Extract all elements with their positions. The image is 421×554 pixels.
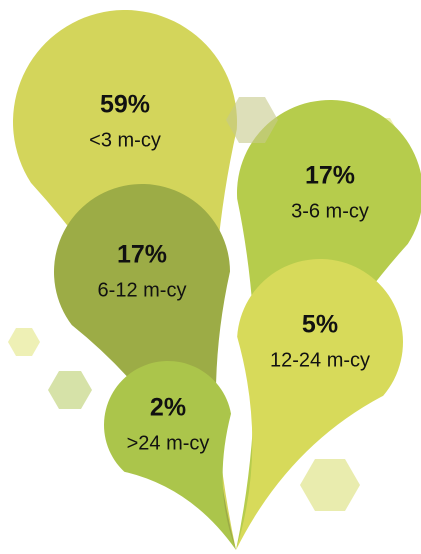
- category-label: >24 m-cy: [127, 432, 210, 454]
- value-label: 17%: [305, 162, 355, 190]
- hexagon: [48, 371, 92, 409]
- leaf-bubble: [104, 361, 237, 550]
- hexagon: [300, 459, 360, 511]
- leaf-bubble: [236, 259, 403, 550]
- category-label: 12-24 m-cy: [270, 349, 370, 371]
- category-label: 3-6 m-cy: [291, 200, 369, 222]
- value-label: 17%: [117, 241, 167, 269]
- category-label: <3 m-cy: [89, 129, 161, 151]
- hexagon: [226, 97, 278, 143]
- value-label: 2%: [150, 394, 186, 422]
- category-label: 6-12 m-cy: [98, 279, 187, 301]
- labels: 59% <3 m-cy 17% 3-6 m-cy 17% 6-12 m-cy 5% 12-24…: [89, 91, 370, 455]
- bubbles: [12, 10, 421, 551]
- value-label: 59%: [100, 91, 150, 119]
- value-label: 5%: [302, 311, 338, 339]
- hexagon: [8, 328, 40, 356]
